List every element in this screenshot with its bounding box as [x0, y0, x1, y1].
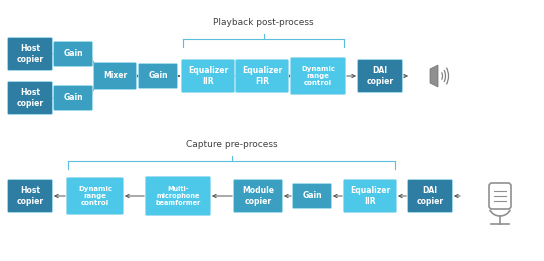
FancyBboxPatch shape	[407, 180, 453, 212]
Text: Module
copier: Module copier	[242, 186, 274, 205]
FancyBboxPatch shape	[233, 180, 282, 212]
FancyBboxPatch shape	[8, 38, 53, 70]
FancyBboxPatch shape	[53, 86, 92, 110]
Text: Gain: Gain	[63, 50, 83, 58]
Text: Gain: Gain	[148, 72, 168, 80]
Polygon shape	[430, 65, 438, 87]
Text: Dynamic
range
control: Dynamic range control	[301, 66, 335, 86]
Text: DAI
copier: DAI copier	[367, 67, 393, 86]
Text: Playback post-process: Playback post-process	[213, 18, 314, 27]
Text: Gain: Gain	[302, 192, 322, 200]
Text: Host
copier: Host copier	[16, 44, 44, 63]
FancyBboxPatch shape	[236, 60, 288, 92]
Text: Capture pre-process: Capture pre-process	[186, 140, 277, 149]
Text: Mixer: Mixer	[103, 72, 127, 80]
FancyBboxPatch shape	[8, 81, 53, 115]
FancyBboxPatch shape	[293, 183, 331, 209]
Text: Host
copier: Host copier	[16, 186, 44, 205]
Text: Equalizer
IIR: Equalizer IIR	[188, 67, 228, 86]
Text: Equalizer
FIR: Equalizer FIR	[242, 67, 282, 86]
Text: Gain: Gain	[63, 93, 83, 103]
Text: DAI
copier: DAI copier	[417, 186, 443, 205]
FancyBboxPatch shape	[145, 176, 211, 216]
FancyBboxPatch shape	[357, 60, 403, 92]
FancyBboxPatch shape	[8, 180, 53, 212]
FancyBboxPatch shape	[139, 63, 177, 88]
Text: Dynamic
range
control: Dynamic range control	[78, 186, 112, 206]
Text: Multi-
microphone
beamformer: Multi- microphone beamformer	[156, 186, 201, 206]
Text: Host
copier: Host copier	[16, 88, 44, 108]
FancyBboxPatch shape	[94, 62, 137, 90]
Text: Equalizer
IIR: Equalizer IIR	[350, 186, 390, 205]
FancyBboxPatch shape	[66, 177, 123, 215]
FancyBboxPatch shape	[182, 60, 234, 92]
FancyBboxPatch shape	[290, 57, 345, 94]
FancyBboxPatch shape	[53, 41, 92, 67]
FancyBboxPatch shape	[343, 180, 397, 212]
